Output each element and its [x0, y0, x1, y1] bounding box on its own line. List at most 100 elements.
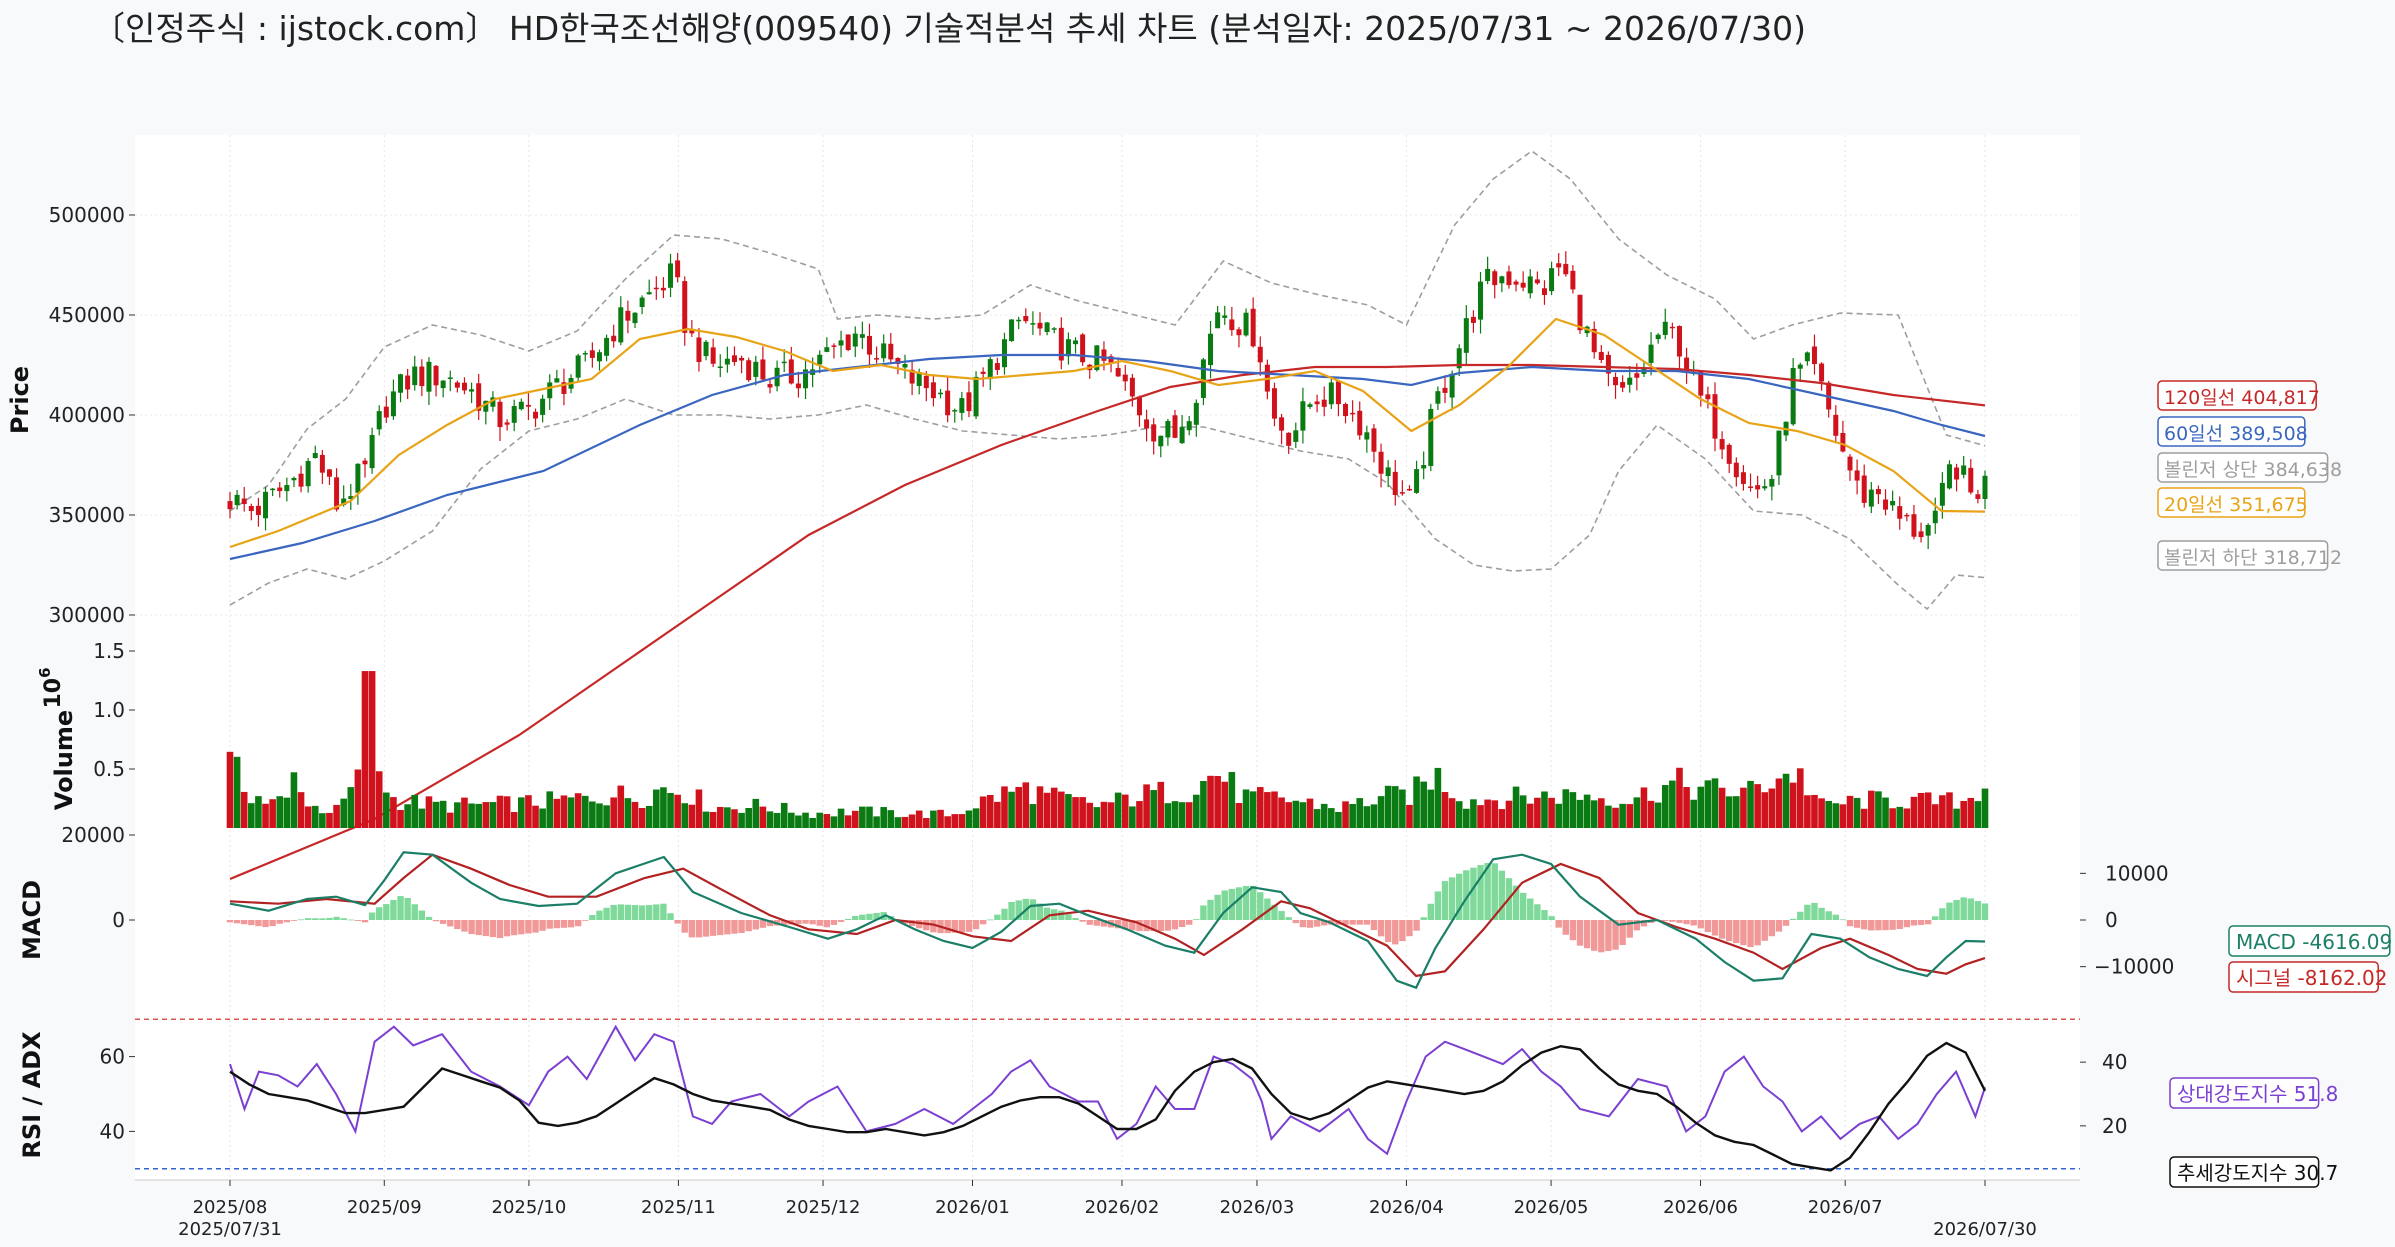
volume-bar [1981, 788, 1989, 828]
candle-body [589, 350, 595, 358]
candle-body [803, 369, 809, 389]
candle-body [1186, 421, 1192, 431]
price-legend-label: 20일선 351,675 [2164, 494, 2308, 516]
candle-body [1811, 346, 1817, 365]
candle-body [234, 494, 240, 506]
x-tick-label: 2026/01 [935, 1197, 1010, 1218]
rsi-adx-axis-label: RSI / ADX [18, 1031, 46, 1159]
macd-histogram-bar [418, 910, 426, 920]
candle-body [1684, 357, 1690, 372]
volume-bar [1029, 804, 1037, 828]
macd-left-tick-label: 20000 [61, 823, 125, 847]
macd-histogram-bar [475, 920, 482, 936]
volume-bar [851, 810, 859, 828]
x-tick-label: 2026/06 [1663, 1197, 1738, 1218]
volume-bar [1363, 806, 1371, 828]
candle-body [1051, 328, 1057, 330]
candle-body [689, 328, 695, 334]
macd-histogram-bar [844, 918, 852, 920]
candle-body [1627, 377, 1633, 385]
macd-histogram-bar [1726, 920, 1733, 942]
macd-histogram-bar [1498, 870, 1506, 920]
macd-histogram-bar [859, 914, 866, 920]
candle-body [1478, 281, 1484, 320]
macd-histogram-bar [1264, 898, 1271, 920]
volume-bar [581, 795, 589, 828]
ma60-line [229, 353, 1986, 561]
candle-body [1293, 430, 1299, 442]
macd-histogram-bar [1612, 920, 1619, 950]
candle-body [1115, 367, 1121, 377]
volume-bar [546, 791, 554, 828]
volume-bar [1761, 792, 1769, 828]
macd-histogram-bar [1825, 911, 1832, 920]
macd-histogram-bar [674, 920, 681, 924]
candle-body [1740, 472, 1746, 484]
volume-bar [1185, 802, 1193, 828]
macd-histogram-bar [1811, 902, 1818, 920]
volume-bar [1313, 809, 1321, 828]
candle-body [1328, 382, 1334, 405]
volume-bar [901, 816, 909, 828]
candle-body [1321, 399, 1327, 407]
candle-body [1676, 326, 1682, 357]
volume-bar [1640, 787, 1648, 828]
volume-bar [1875, 791, 1882, 828]
candle-body [1222, 315, 1228, 318]
candle-body [405, 375, 411, 390]
volume-bar [688, 804, 696, 828]
macd-histogram-bar [319, 918, 326, 920]
volume-bar [610, 797, 617, 828]
macd-histogram-bar [1200, 905, 1207, 920]
macd-histogram-bar [1065, 914, 1072, 920]
volume-bar [972, 808, 980, 828]
macd-histogram-bar [226, 920, 234, 923]
volume-bar [1505, 800, 1513, 828]
candle-body [1378, 451, 1384, 474]
macd-histogram-bar [638, 905, 646, 920]
volume-bar [525, 795, 532, 828]
volume-bar [1619, 803, 1626, 828]
macd-histogram-bar [1541, 910, 1548, 920]
candle-body [1343, 404, 1349, 417]
macd-histogram-bar [1470, 867, 1477, 920]
price-axis-label: Price [6, 366, 34, 434]
macd-histogram-bar [425, 916, 433, 920]
macd-histogram-bar [1136, 920, 1143, 932]
candle-body [660, 287, 666, 291]
candle-body [1790, 367, 1796, 425]
candle-body [1421, 465, 1427, 469]
candle-body [1435, 391, 1441, 404]
rsi-legend-label: 상대강도지수 51.8 [2177, 1082, 2338, 1106]
macd-histogram-bar [617, 904, 624, 920]
volume-bar [1598, 798, 1605, 828]
volume-bar [283, 797, 291, 828]
macd-histogram-bar [326, 917, 333, 920]
volume-bar [276, 796, 284, 828]
macd-histogram-bar [1193, 919, 1200, 920]
candle-body [305, 460, 311, 487]
candle-body [1598, 351, 1604, 361]
candle-body [1620, 382, 1626, 388]
macd-histogram-bar [1626, 920, 1633, 938]
volume-bar [1171, 801, 1179, 828]
candle-body [895, 357, 901, 364]
volume-bar [304, 806, 312, 828]
volume-bar [1214, 775, 1221, 828]
candle-body [1499, 276, 1505, 284]
volume-bar [1605, 805, 1612, 828]
candle-body [1037, 322, 1043, 329]
volume-bar [1299, 802, 1307, 828]
macd-histogram-bar [1527, 898, 1534, 920]
macd-histogram-bar [1889, 920, 1896, 930]
macd-histogram-bar [923, 920, 930, 931]
macd-histogram-bar [1839, 919, 1847, 921]
volume-bar [1931, 804, 1939, 828]
candle-body [909, 369, 915, 384]
price-legend-label: 볼린저 상단 384,638 [2164, 459, 2342, 481]
x-tick-label: 2026/05 [1514, 1197, 1589, 1218]
macd-histogram-bar [930, 920, 937, 933]
macd-histogram-bar [248, 920, 255, 926]
volume-bar [1093, 807, 1101, 828]
candle-body [1215, 312, 1221, 329]
